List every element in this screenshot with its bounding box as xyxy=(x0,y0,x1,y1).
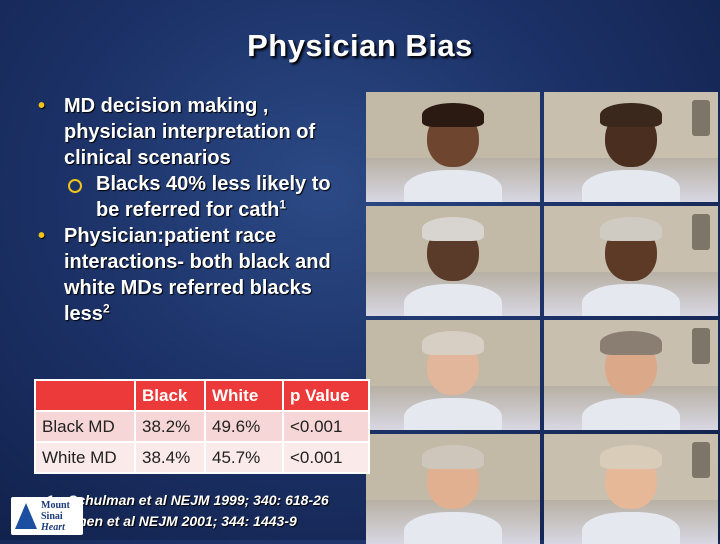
table-row: Black MD 38.2% 49.6% <0.001 xyxy=(34,410,370,443)
patient-photo xyxy=(544,434,718,544)
mount-sinai-heart-logo: Mount Sinai Heart xyxy=(11,497,83,535)
patient-photo xyxy=(366,320,540,430)
footnote-ref: 2 xyxy=(102,301,110,316)
table-cell: 38.4% xyxy=(134,441,206,474)
bullet-item: • Physician:patient race interactions- b… xyxy=(36,223,356,327)
table-header-row: Black White p Value xyxy=(34,379,370,412)
table-row: White MD 38.4% 45.7% <0.001 xyxy=(34,441,370,474)
mountain-logo-icon xyxy=(15,503,37,529)
bullet-dot-icon: • xyxy=(38,95,46,117)
table-cell: White MD xyxy=(34,441,136,474)
sub-bullet-text: Blacks 40% less likely to be referred fo… xyxy=(96,173,331,221)
slide-title: Physician Bias xyxy=(247,28,473,63)
bullet-dot-icon: • xyxy=(38,225,46,247)
patient-photo xyxy=(544,92,718,202)
table-cell: 45.7% xyxy=(204,441,284,474)
referral-table: Black White p Value Black MD 38.2% 49.6%… xyxy=(34,379,370,474)
table-cell: 49.6% xyxy=(204,410,284,443)
bullet-text: MD decision making , physician interpret… xyxy=(64,95,316,169)
ring-bullet-icon xyxy=(68,179,82,193)
patient-photo xyxy=(544,320,718,430)
table-header-cell: p Value xyxy=(282,379,370,412)
bullet-list: • MD decision making , physician interpr… xyxy=(36,93,356,327)
logo-text: Mount Sinai Heart xyxy=(41,500,70,533)
table-header-cell: White xyxy=(204,379,284,412)
bullet-text: Physician:patient race interactions- bot… xyxy=(64,225,331,325)
patient-photo xyxy=(366,434,540,544)
sub-bullet-item: Blacks 40% less likely to be referred fo… xyxy=(36,171,356,223)
reference-item: 2. Chen et al NEJM 2001; 344: 1443-9 xyxy=(38,511,368,532)
table-cell: 38.2% xyxy=(134,410,206,443)
patient-photo xyxy=(366,92,540,202)
bullet-item: • MD decision making , physician interpr… xyxy=(36,93,356,171)
reference-text: Schulman et al NEJM 1999; 340: 618-26 xyxy=(68,492,329,508)
table-header-cell: Black xyxy=(134,379,206,412)
footnote-ref: 1 xyxy=(279,197,287,212)
table-cell: <0.001 xyxy=(282,410,370,443)
table-header-cell xyxy=(34,379,136,412)
patient-photo xyxy=(366,206,540,316)
patient-photo xyxy=(544,206,718,316)
references: 1. Schulman et al NEJM 1999; 340: 618-26… xyxy=(38,490,368,532)
patient-photo-grid xyxy=(366,92,718,544)
table-cell: Black MD xyxy=(34,410,136,443)
table-cell: <0.001 xyxy=(282,441,370,474)
reference-text: Chen et al NEJM 2001; 344: 1443-9 xyxy=(68,513,297,529)
reference-item: 1. Schulman et al NEJM 1999; 340: 618-26 xyxy=(38,490,368,511)
